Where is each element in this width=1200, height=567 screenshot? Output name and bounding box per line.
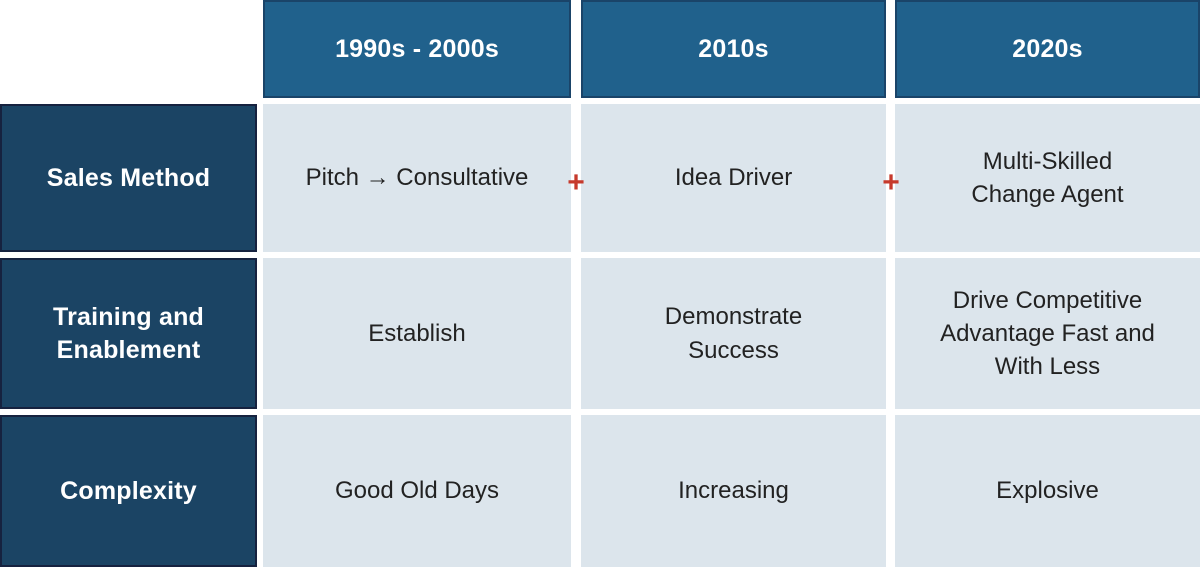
table-cell-training-2020s: Drive Competitive Advantage Fast and Wit… — [895, 258, 1200, 409]
plus-icon: + — [882, 166, 900, 199]
row-header-training-and-enablement: Training and Enablement — [0, 258, 257, 409]
row-header-sales-method: Sales Method — [0, 104, 257, 252]
table-cell-complexity-2010s: Increasing — [581, 415, 886, 567]
column-header-1990s-2000s: 1990s - 2000s — [263, 0, 571, 98]
table-cell-sales-method-2020s: Multi-Skilled Change Agent — [895, 104, 1200, 252]
column-header-2010s: 2010s — [581, 0, 886, 98]
table-cell-sales-method-1990s: Pitch → Consultative — [263, 104, 571, 252]
column-header-2020s: 2020s — [895, 0, 1200, 98]
row-header-complexity: Complexity — [0, 415, 257, 567]
table-cell-sales-method-2010s: Idea Driver — [581, 104, 886, 252]
plus-icon: + — [567, 166, 585, 199]
table-cell-training-1990s: Establish — [263, 258, 571, 409]
table-cell-complexity-1990s: Good Old Days — [263, 415, 571, 567]
table-cell-complexity-2020s: Explosive — [895, 415, 1200, 567]
table-cell-training-2010s: Demonstrate Success — [581, 258, 886, 409]
